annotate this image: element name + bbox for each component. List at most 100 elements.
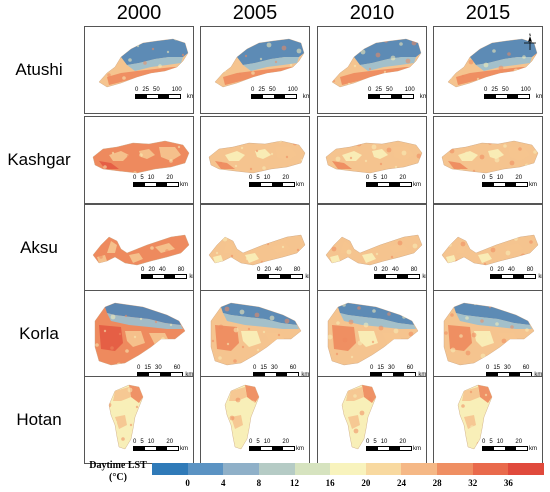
texture-dot [170,128,175,133]
texture-dot [259,57,263,61]
texture-dot [344,175,346,177]
legend-swatch [294,463,331,475]
texture-dot [531,344,534,350]
texture-dot [284,350,288,354]
scale-unit: km [419,94,427,100]
texture-dot [450,347,456,353]
texture-dot [488,305,492,309]
texture-dot [159,99,164,104]
texture-dot [491,80,495,84]
texture-dot [154,156,158,160]
texture-dot [289,63,293,67]
map-panel-hotan-2000: 0 5 10 20 km [84,376,194,464]
scale-tick-label: 50 [153,87,160,93]
texture-dot [359,178,361,180]
texture-dot [106,272,111,277]
texture-dot [367,235,373,240]
texture-dot [176,340,180,344]
scale-bar-graphic [249,182,295,187]
texture-dot [461,404,465,408]
texture-dot [151,215,156,220]
lst-zone-warm [139,149,155,159]
texture-dot [103,329,107,333]
texture-dot [386,343,390,347]
scale-ticks: 0 20 40 80 [141,267,188,273]
texture-dot [444,331,448,335]
texture-dot [140,188,145,193]
scale-tick-label: 20 [166,175,174,181]
texture-dot [181,221,186,226]
legend-swatch [258,463,295,475]
texture-dot [247,327,251,331]
texture-dot [450,313,454,317]
lst-zone-hot [245,385,259,403]
texture-dot [207,97,212,102]
lst-map-korla [210,299,302,366]
legend-tick-label: 24 [396,478,406,488]
scale-bar-graphic [133,182,179,187]
scale-tick-label: 25 [142,87,150,93]
texture-dot [289,393,293,397]
texture-dot [392,387,394,389]
lst-zone-mild [342,151,362,161]
texture-dot [110,314,116,320]
texture-dot [164,80,170,86]
scale-tick-label: 15 [493,365,501,371]
texture-dot [369,39,373,40]
texture-dot [214,444,218,448]
legend-swatch [330,463,366,475]
texture-dot [473,141,477,142]
map-panel-korla-2010: 0 15 30 60 km [317,290,427,378]
texture-dot [139,153,143,157]
scale-bar: 0 5 10 20 km [133,175,188,188]
texture-dot [518,147,522,151]
lst-zone-warm [155,243,175,253]
scale-tick-label: 20 [515,439,523,445]
texture-dot [121,41,125,45]
texture-dot [461,74,465,78]
lst-zone-cool [476,57,532,71]
legend-tick-label: 32 [468,478,478,488]
lst-map-hotan [457,384,493,450]
texture-dot [398,435,400,437]
texture-dot [443,166,449,172]
scale-ticks: 0 25 50 100 [368,87,419,93]
texture-dot [209,235,213,239]
texture-dot [413,438,415,440]
texture-dot [224,306,230,312]
scale-ticks: 0 25 50 100 [251,87,302,93]
texture-dot [293,305,297,309]
texture-dot [503,308,507,312]
lst-map-aksu [208,217,306,275]
lst-zone-hot [478,385,492,403]
texture-dot [357,306,361,310]
texture-dot [166,218,171,223]
texture-dot [251,239,255,243]
scale-tick-label: 0 [366,439,370,445]
texture-dot [458,422,459,426]
scale-unit: km [534,372,543,378]
texture-dot [103,131,105,133]
texture-dot [397,240,403,246]
texture-dot [180,252,184,256]
scale-ticks: 0 20 40 80 [257,267,304,273]
scale-bar: 0 5 10 20 km [249,175,304,188]
texture-dot [158,394,163,399]
scale-tick-label: 40 [275,267,282,273]
texture-dot [129,227,131,229]
texture-dot [263,299,267,303]
texture-dot [237,271,241,275]
texture-dot [499,235,503,238]
scale-bar: 0 5 10 20 km [133,439,188,452]
texture-dot [177,145,181,149]
texture-dot [126,154,130,158]
texture-dot [342,425,344,431]
texture-dot [454,225,458,229]
texture-dot [297,217,301,221]
scale-tick-label: 10 [380,175,388,181]
texture-dot [483,262,487,265]
texture-dot [251,71,255,75]
texture-dot [95,311,101,317]
texture-dot [353,428,359,434]
texture-dot [387,312,391,316]
